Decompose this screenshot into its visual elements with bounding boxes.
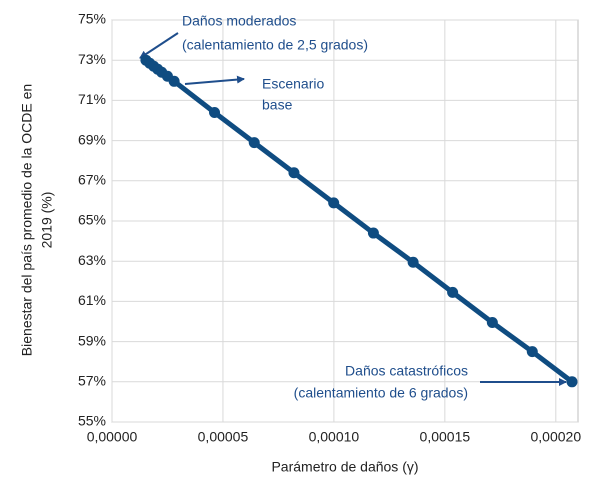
annotation-arrow: [184, 75, 245, 85]
marker: [248, 137, 260, 149]
annotation: base: [262, 97, 293, 113]
x-axis-title: Parámetro de daños (γ): [271, 459, 418, 475]
annotation: Daños catastróficos: [345, 363, 468, 379]
y-tick-label: 55%: [78, 413, 106, 429]
y-tick-label: 75%: [78, 11, 106, 27]
marker: [367, 227, 379, 239]
y-tick-label: 63%: [78, 252, 106, 268]
annotation-arrow: [139, 32, 179, 59]
y-tick-label: 57%: [78, 373, 106, 389]
x-tick-label: 0,00015: [420, 429, 471, 445]
marker: [566, 376, 578, 388]
marker: [526, 346, 538, 358]
annotation: Escenario: [262, 76, 324, 92]
y-tick-label: 65%: [78, 212, 106, 228]
x-tick-label: 0,00005: [198, 429, 249, 445]
marker: [168, 75, 180, 87]
x-tick-label: 0,00000: [87, 429, 138, 445]
marker: [328, 197, 340, 209]
annotation: (calentamiento de 6 grados): [294, 385, 468, 401]
x-tick-label: 0,00020: [531, 429, 582, 445]
y-axis-title: Bienestar del país promedio de la OCDE e…: [19, 84, 35, 356]
marker: [447, 286, 459, 298]
y-tick-label: 61%: [78, 292, 106, 308]
y-tick-label: 59%: [78, 332, 106, 348]
x-tick-label: 0,00010: [309, 429, 360, 445]
y-tick-label: 69%: [78, 131, 106, 147]
y-tick-label: 71%: [78, 91, 106, 107]
annotation: Daños moderados: [182, 13, 296, 29]
marker: [407, 256, 419, 268]
y-tick-label: 67%: [78, 172, 106, 188]
y-tick-label: 73%: [78, 51, 106, 67]
marker: [288, 167, 300, 179]
marker: [209, 106, 221, 118]
y-axis-title: 2019 (%): [39, 192, 55, 249]
annotation: (calentamiento de 2,5 grados): [182, 37, 368, 53]
series: [140, 54, 578, 388]
marker: [486, 317, 498, 329]
